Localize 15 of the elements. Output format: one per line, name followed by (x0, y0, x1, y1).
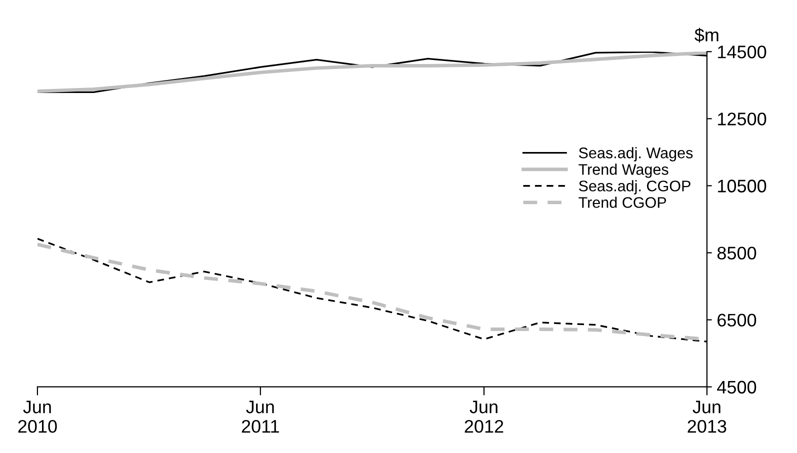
y-tick-label: 8500 (717, 246, 756, 260)
legend-label: Trend Wages (578, 164, 668, 178)
y-tick-label: 10500 (718, 180, 766, 192)
legend-label: Seas.adj. Wages (578, 147, 693, 162)
y-tick-label: 12500 (718, 112, 766, 126)
y-tick-label: 6500 (718, 314, 756, 327)
y-tick-label: 4500 (717, 380, 756, 394)
legend-label: Seas.adj. CGOP (578, 180, 690, 194)
y-axis-title: $m (694, 28, 718, 42)
y-tick-label: 14500 (718, 46, 766, 58)
x-tick-label: Jun 2011 (242, 400, 279, 433)
x-tick-label: Jun 2010 (18, 400, 57, 433)
x-tick-label: Jun 2012 (464, 400, 504, 433)
legend-label: Trend CGOP (578, 196, 666, 208)
x-tick-label: Jun 2013 (688, 400, 726, 433)
